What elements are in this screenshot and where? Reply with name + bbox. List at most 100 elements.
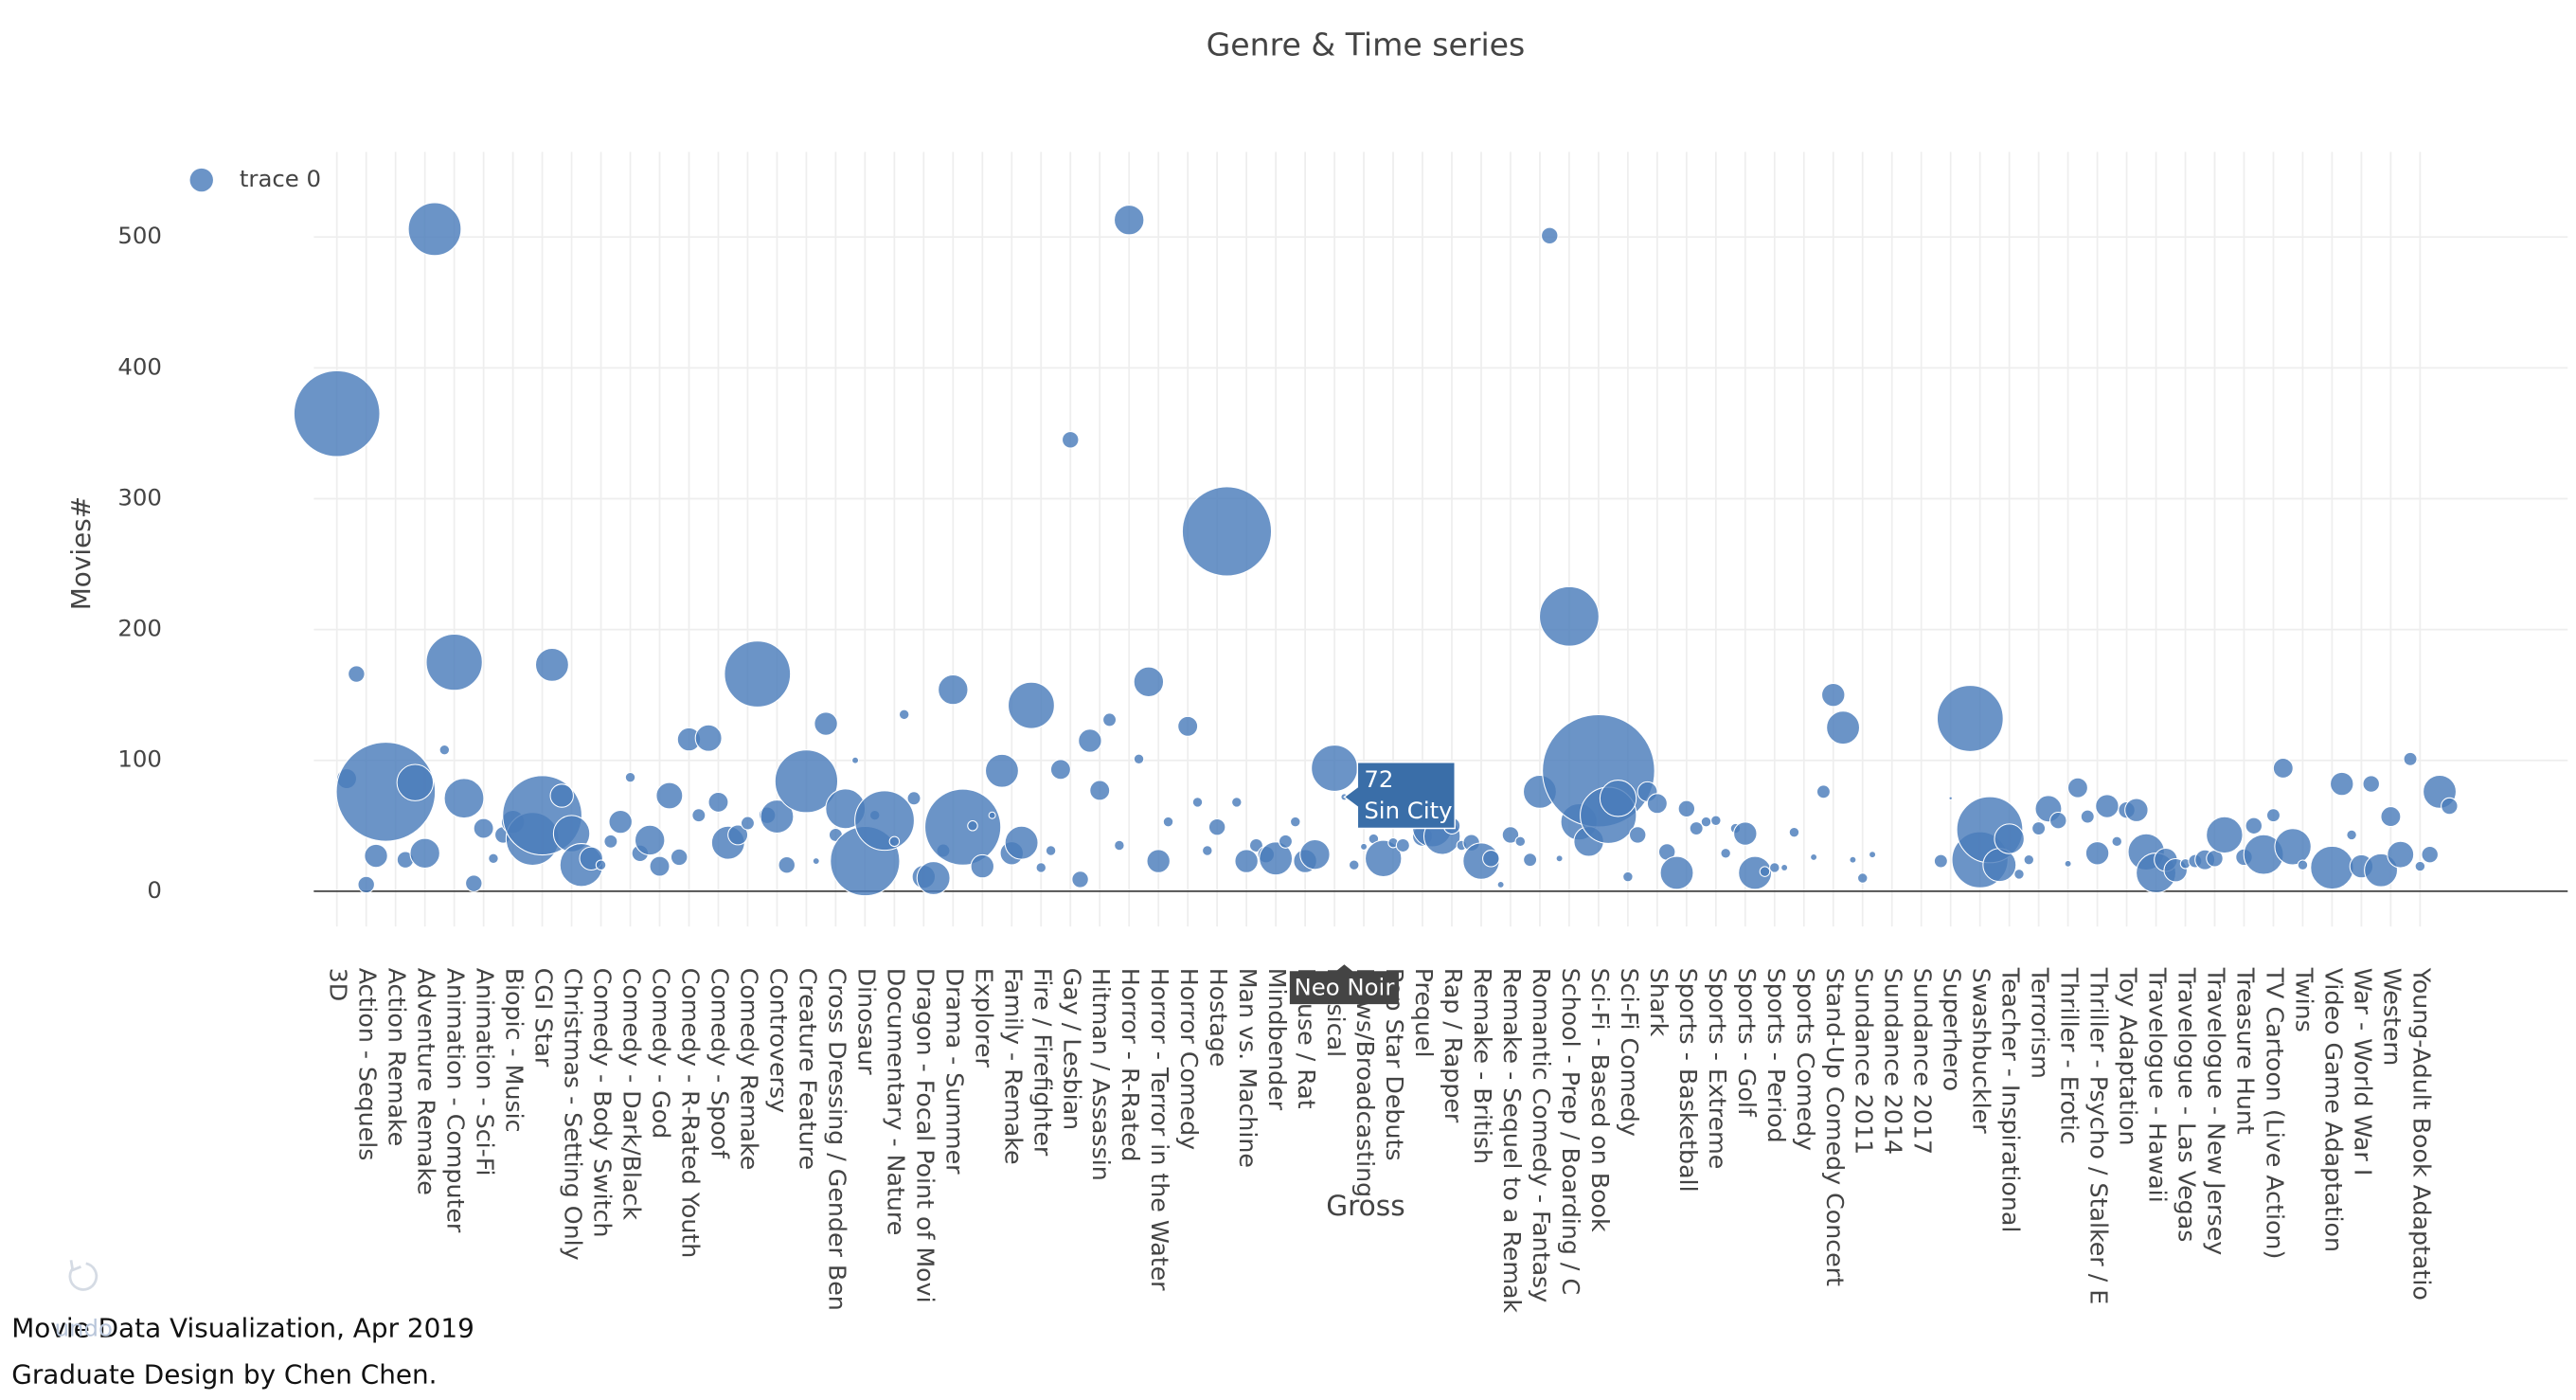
bubble[interactable] <box>670 848 689 867</box>
bubble[interactable] <box>1788 826 1800 838</box>
bubble[interactable] <box>364 843 388 869</box>
bubble[interactable] <box>2272 758 2294 779</box>
bubble[interactable] <box>1856 872 1869 884</box>
bubble[interactable] <box>1523 853 1538 868</box>
bubble[interactable] <box>655 781 684 810</box>
bubble[interactable] <box>1133 753 1145 765</box>
bubble[interactable] <box>1089 780 1111 801</box>
bubble[interactable] <box>465 874 483 892</box>
bubble[interactable] <box>1231 797 1243 808</box>
bubble[interactable] <box>1622 871 1634 883</box>
bubble[interactable] <box>1599 780 1637 817</box>
bubble[interactable] <box>988 811 996 819</box>
bubble[interactable] <box>1646 793 1668 815</box>
bubble[interactable] <box>1062 431 1080 449</box>
bubble[interactable] <box>1049 759 1071 781</box>
bubble[interactable] <box>1849 855 1857 864</box>
bubble[interactable] <box>649 855 671 877</box>
bubble[interactable] <box>357 875 375 894</box>
bubble[interactable] <box>854 790 915 852</box>
bubble[interactable] <box>443 778 485 819</box>
bubble[interactable] <box>1008 681 1055 729</box>
bubble[interactable] <box>888 835 901 848</box>
bubble[interactable] <box>2297 859 2309 871</box>
bubble[interactable] <box>760 799 795 835</box>
bubble[interactable] <box>2414 860 2426 872</box>
bubble[interactable] <box>1869 851 1877 859</box>
bubble[interactable] <box>1738 855 1773 890</box>
bubble[interactable] <box>2124 798 2149 822</box>
bubble[interactable] <box>1555 854 1564 863</box>
bubble[interactable] <box>906 791 921 806</box>
bubble[interactable] <box>2265 808 2281 823</box>
bubble[interactable] <box>812 857 820 866</box>
bubble[interactable] <box>778 855 796 874</box>
bubble[interactable] <box>1482 850 1500 868</box>
bubble[interactable] <box>438 744 451 756</box>
bubble[interactable] <box>1177 715 1199 737</box>
bubble[interactable] <box>1514 835 1527 848</box>
bubble[interactable] <box>1045 845 1057 856</box>
bubble[interactable] <box>1208 817 1226 836</box>
bubble[interactable] <box>595 859 607 871</box>
bubble[interactable] <box>2274 828 2312 866</box>
bubble[interactable] <box>1720 848 1731 859</box>
bubble[interactable] <box>2441 797 2459 816</box>
bubble[interactable] <box>1299 838 1331 871</box>
bubble[interactable] <box>970 853 995 879</box>
bubble[interactable] <box>1689 821 1704 836</box>
bubble[interactable] <box>608 809 633 835</box>
bubble[interactable] <box>1710 815 1722 826</box>
bubble[interactable] <box>1395 837 1410 853</box>
bubble[interactable] <box>2380 806 2402 828</box>
bubble[interactable] <box>2066 777 2088 799</box>
bubble[interactable] <box>694 724 723 752</box>
bubble[interactable] <box>1365 839 1403 878</box>
bubble[interactable] <box>549 783 574 808</box>
bubble[interactable] <box>2387 840 2415 869</box>
bubble[interactable] <box>1496 880 1505 888</box>
bubble[interactable] <box>1162 816 1174 828</box>
bubble[interactable] <box>2095 794 2120 818</box>
bubble[interactable] <box>967 820 978 832</box>
bubble[interactable] <box>774 749 839 814</box>
bubble[interactable] <box>1816 784 1831 799</box>
bubble[interactable] <box>488 853 499 865</box>
bubble[interactable] <box>727 824 749 846</box>
bubble[interactable] <box>1933 853 1948 869</box>
bubble[interactable] <box>2206 816 2244 854</box>
bubble[interactable] <box>534 647 569 682</box>
bubble[interactable] <box>814 711 838 736</box>
bubble[interactable] <box>1821 682 1846 708</box>
bubble[interactable] <box>1700 816 1712 828</box>
bubble[interactable] <box>1677 799 1696 818</box>
bubble[interactable] <box>1360 842 1368 851</box>
bubble[interactable] <box>1810 853 1818 861</box>
bubble[interactable] <box>2023 853 2035 866</box>
bubble[interactable] <box>2064 859 2072 868</box>
bubble[interactable] <box>1234 849 1259 873</box>
bubble[interactable] <box>1994 823 2025 854</box>
bubble[interactable] <box>851 756 860 764</box>
bubble[interactable] <box>1191 797 1204 808</box>
bubble[interactable] <box>924 788 1002 866</box>
bubble[interactable] <box>1780 863 1789 871</box>
bubble[interactable] <box>1541 226 1559 245</box>
bubble[interactable] <box>1659 855 1694 890</box>
bubble[interactable] <box>2049 812 2067 830</box>
legend-label[interactable]: trace 0 <box>240 165 321 192</box>
bubble[interactable] <box>898 709 910 721</box>
bubble[interactable] <box>2362 775 2380 793</box>
bubble[interactable] <box>724 640 792 708</box>
bubble[interactable] <box>1936 685 2004 752</box>
undo-button[interactable] <box>68 1260 98 1291</box>
bubble[interactable] <box>984 753 1019 788</box>
bubble[interactable] <box>1733 821 1758 846</box>
bubble[interactable] <box>2013 869 2025 880</box>
bubble[interactable] <box>1004 825 1039 860</box>
bubble[interactable] <box>409 837 440 869</box>
bubble[interactable] <box>407 202 462 257</box>
bubble[interactable] <box>1826 710 1861 745</box>
bubble[interactable] <box>348 665 366 683</box>
bubble[interactable] <box>293 369 381 458</box>
